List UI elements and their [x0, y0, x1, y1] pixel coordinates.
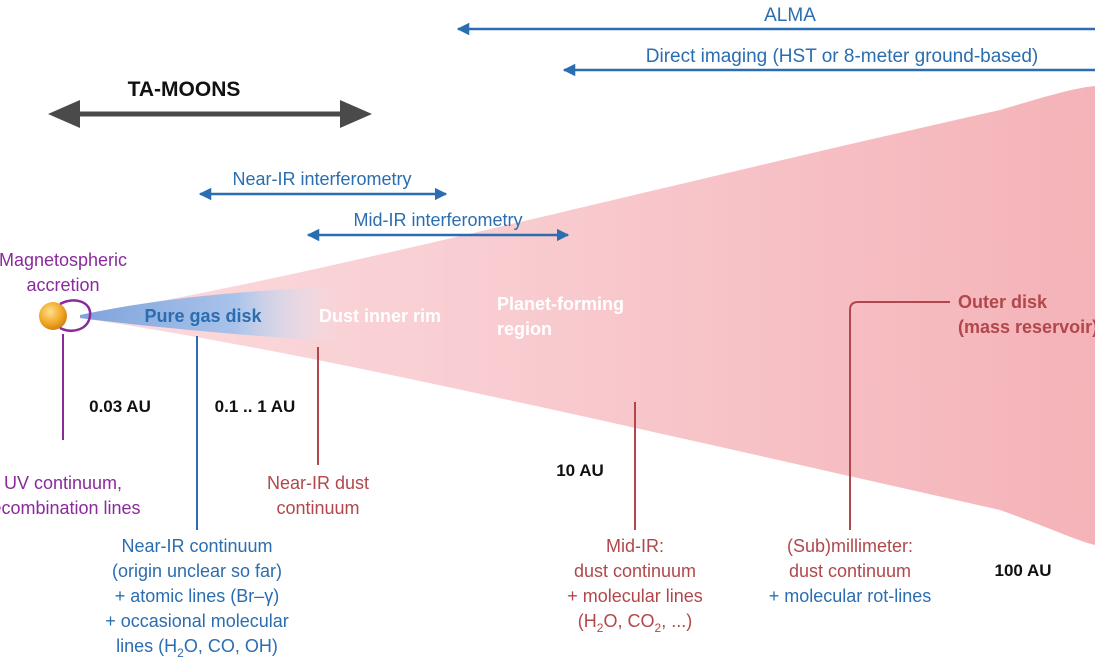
uv-line1: UV continuum,	[4, 473, 122, 493]
distance-label-100au: 100 AU	[994, 561, 1051, 580]
nir-cont-line4: + occasional molecular	[105, 611, 289, 631]
uv-tracer-text: UV continuum, recombination lines	[0, 473, 141, 518]
dust-inner-rim-label: Dust inner rim	[319, 306, 441, 326]
uv-line2: recombination lines	[0, 498, 141, 518]
accretion-label-line1: Magnetospheric	[0, 250, 127, 270]
near-ir-interferometry-label: Near-IR interferometry	[232, 169, 411, 189]
near-ir-continuum-tracer-text: Near-IR continuum (origin unclear so far…	[105, 536, 289, 660]
ta-moons-arrowhead-right	[340, 100, 372, 128]
mid-ir-line2: dust continuum	[574, 561, 696, 581]
nir-cont-line2: (origin unclear so far)	[112, 561, 282, 581]
nir-cont-line1: Near-IR continuum	[121, 536, 272, 556]
planet-forming-label-line1: Planet-forming	[497, 294, 624, 314]
ta-moons-label: TA-MOONS	[128, 78, 241, 101]
outer-disk-label-line2: (mass reservoir)	[958, 317, 1095, 337]
star-icon	[39, 302, 67, 330]
submm-line2: dust continuum	[789, 561, 911, 581]
direct-imaging-label: Direct imaging (HST or 8-meter ground-ba…	[646, 46, 1038, 67]
disk-body	[80, 86, 1095, 545]
submm-line1: (Sub)millimeter:	[787, 536, 913, 556]
ta-moons-arrowhead-left	[48, 100, 80, 128]
nir-cont-line3: + atomic lines (Br–γ)	[115, 586, 280, 606]
magnetosphere-loop-icon	[59, 299, 92, 332]
distance-label-0-03au: 0.03 AU	[89, 397, 151, 416]
outer-disk-leader-line	[849, 301, 950, 530]
near-ir-dust-tracer-text: Near-IR dust continuum	[267, 473, 369, 518]
planet-forming-label-line2: region	[497, 319, 552, 339]
distance-label-0-1-1au: 0.1 .. 1 AU	[215, 397, 296, 416]
submm-tracer-text: (Sub)millimeter: dust continuum + molecu…	[769, 536, 932, 606]
distance-label-10au: 10 AU	[556, 461, 604, 480]
outer-disk-label-line1: Outer disk	[958, 292, 1048, 312]
accretion-label-line2: accretion	[26, 275, 99, 295]
nir-cont-line5: lines (H2O, CO, OH)	[116, 636, 278, 660]
pure-gas-disk-label: Pure gas disk	[144, 306, 262, 326]
mid-ir-line4: (H2O, CO2, ...)	[578, 611, 692, 635]
mid-ir-tracer-text: Mid-IR: dust continuum + molecular lines…	[567, 536, 703, 635]
pure-gas-disk-region	[80, 287, 340, 342]
mid-ir-line3: + molecular lines	[567, 586, 703, 606]
submm-line3: + molecular rot-lines	[769, 586, 932, 606]
nir-dust-line1: Near-IR dust	[267, 473, 369, 493]
nir-dust-line2: continuum	[276, 498, 359, 518]
mid-ir-line1: Mid-IR:	[606, 536, 664, 556]
alma-label: ALMA	[764, 5, 816, 26]
mid-ir-interferometry-label: Mid-IR interferometry	[353, 210, 522, 230]
